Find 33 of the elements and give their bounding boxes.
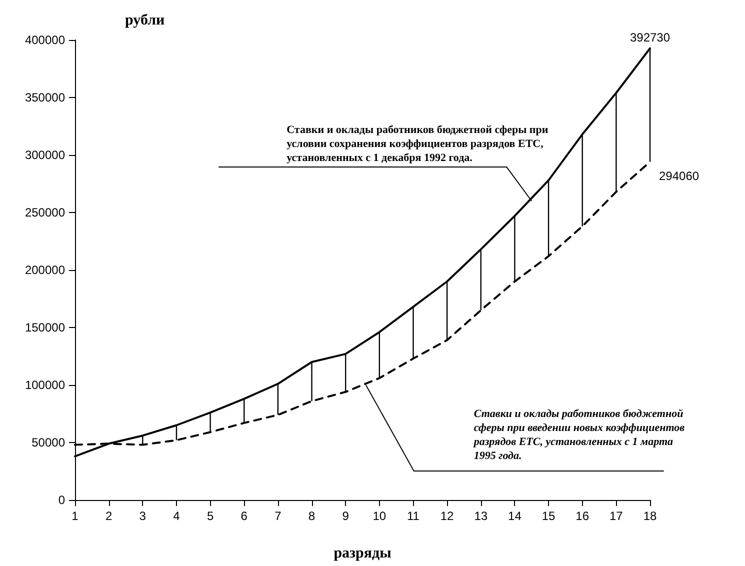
y-tick-label: 150000 bbox=[24, 320, 66, 334]
y-tick-label: 200000 bbox=[24, 263, 66, 277]
annotation: Ставки и оклады работников бюджетной сферы при условии сохранения коэффициентов разрядов ЕТС, установленных с 1 декабря 1992 года. bbox=[286, 124, 549, 164]
x-tick-label: 8 bbox=[308, 509, 316, 523]
x-tick-label: 16 bbox=[576, 509, 590, 523]
y-tick-label: 400000 bbox=[24, 33, 66, 47]
data-label: 294060 bbox=[659, 168, 700, 183]
x-tick-label: 3 bbox=[139, 509, 146, 523]
annotation: Ставки и оклады работников бюджетной сферы при введении новых коэффициентов разрядов ЕТС, установленных с 1 марта 1995 года. bbox=[472, 408, 685, 462]
y-tick-label: 250000 bbox=[24, 206, 66, 220]
x-tick-label: 4 bbox=[173, 509, 180, 523]
x-tick-label: 18 bbox=[643, 509, 657, 523]
x-tick-label: 1 bbox=[72, 509, 79, 523]
y-tick-label: 300000 bbox=[24, 148, 66, 162]
y-axis-title: рубли bbox=[125, 12, 165, 28]
x-tick-label: 7 bbox=[274, 509, 282, 523]
y-tick-label: 100000 bbox=[24, 378, 66, 392]
x-tick-label: 14 bbox=[508, 509, 522, 523]
x-tick-label: 6 bbox=[240, 509, 248, 523]
y-tick-label: 350000 bbox=[24, 90, 66, 104]
y-tick-label: 50000 bbox=[32, 436, 66, 450]
x-tick-label: 10 bbox=[372, 509, 386, 523]
data-label: 392730 bbox=[630, 30, 670, 44]
x-axis-title: разряды bbox=[334, 546, 392, 562]
x-tick-label: 5 bbox=[206, 509, 214, 523]
x-tick-label: 9 bbox=[342, 509, 350, 523]
x-tick-label: 11 bbox=[407, 509, 420, 523]
x-tick-label: 13 bbox=[474, 509, 488, 523]
x-tick-label: 2 bbox=[105, 509, 112, 523]
x-tick-label: 17 bbox=[609, 509, 624, 523]
x-tick-label: 12 bbox=[440, 509, 454, 523]
x-tick-label: 15 bbox=[542, 509, 556, 523]
y-tick-label: 0 bbox=[58, 493, 66, 507]
